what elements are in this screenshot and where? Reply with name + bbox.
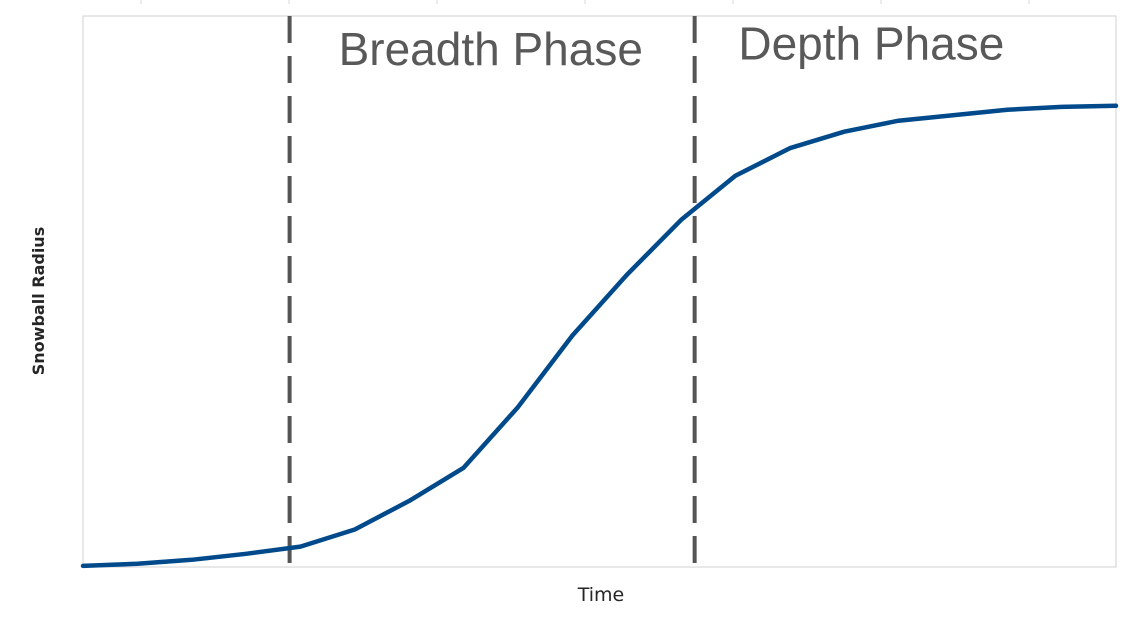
y-axis-label: Snowball Radius xyxy=(29,227,48,375)
plot-frame xyxy=(82,15,1117,568)
snowball-radius-line xyxy=(80,103,1119,569)
x-axis-label: Time xyxy=(577,584,625,606)
breadth-phase-label: Breadth Phase xyxy=(339,23,643,75)
depth-phase-label: Depth Phase xyxy=(738,18,1004,70)
phase-dividers xyxy=(287,16,697,567)
phase-annotations: Breadth Phase Depth Phase xyxy=(339,18,1005,76)
top-tick-marks xyxy=(140,0,1030,4)
